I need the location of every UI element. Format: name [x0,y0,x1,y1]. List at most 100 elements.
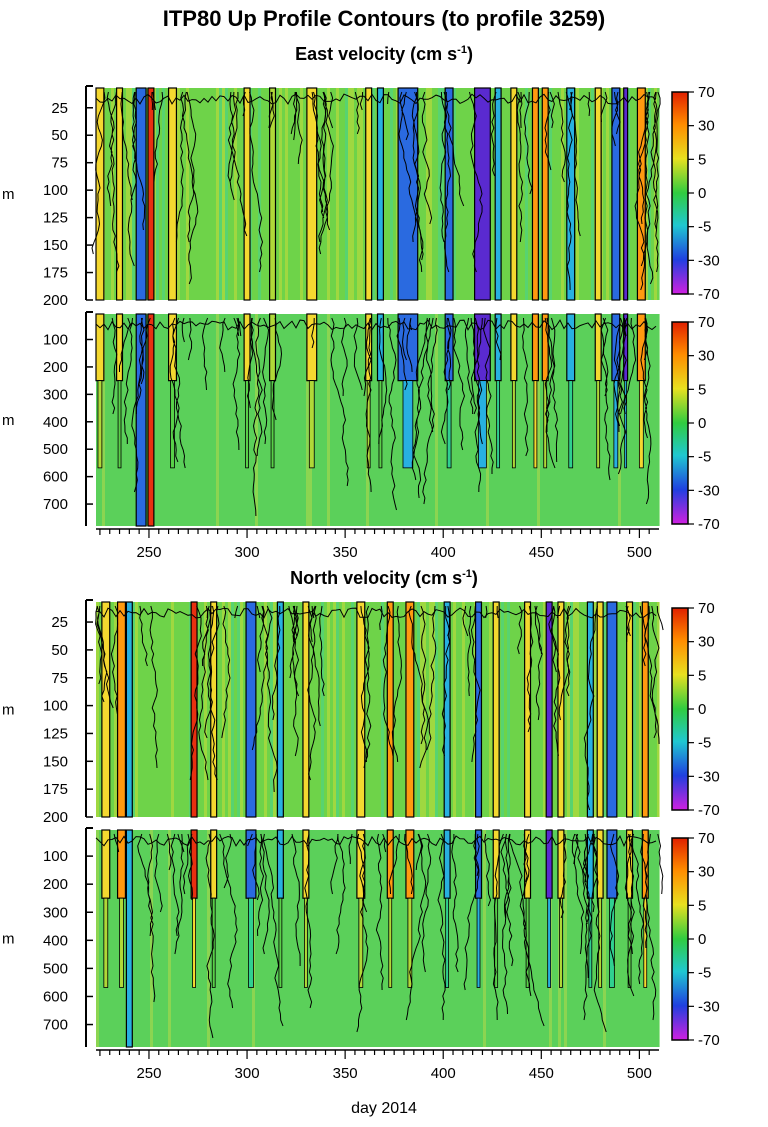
y-tick-label: 75 [51,670,68,687]
heatmap-column [492,830,495,1047]
x-tick-label: 500 [627,1065,652,1082]
heatmap-column [294,830,297,1047]
east-velocity-title: East velocity (cm s-1) [0,44,768,65]
heatmap-column [303,88,306,300]
heatmap-column [582,602,585,817]
x-tick-label: 250 [136,1065,161,1082]
heatmap-column [555,830,558,1047]
heatmap-column [585,602,588,817]
heatmap-column [330,602,333,817]
heatmap-column [381,830,384,1047]
heatmap-column [333,602,336,817]
heatmap-column [291,88,294,300]
heatmap-column [120,314,123,526]
heatmap-column [354,314,357,526]
heatmap-column [177,602,180,817]
heatmap-column [132,830,135,1047]
north-velocity-title: North velocity (cm s-1) [0,568,768,589]
heatmap-column [267,88,270,300]
heatmap-column [504,602,507,817]
heatmap-column [360,88,363,300]
heatmap-column [591,830,594,1047]
x-tick-label: 450 [529,1065,554,1082]
heatmap-column [192,314,195,526]
heatmap-column [402,602,405,817]
velocity-band [125,829,133,1048]
heatmap-column [150,602,153,817]
velocity-band-tail [278,897,283,988]
heatmap-column [279,88,282,300]
velocity-band [147,313,155,527]
heatmap-column [651,88,654,300]
velocity-band-tail [533,380,538,469]
heatmap-column [414,830,417,1047]
heatmap-column [420,88,423,300]
y-tick-label: 300 [43,904,68,921]
y-axis-label: m [2,186,15,203]
heatmap-column [381,602,384,817]
heatmap-column [648,830,651,1047]
colorbar-tick-label: 30 [698,348,715,365]
heatmap-column [339,88,342,300]
contour-lines [113,833,664,1039]
heatmap-column [201,602,204,817]
velocity-band [531,87,539,301]
heatmap-column [225,314,228,526]
heatmap-column [390,314,393,526]
heatmap-column [423,830,426,1047]
heatmap-column [501,602,504,817]
velocity-band [302,601,310,818]
heatmap-column [465,314,468,526]
heatmap-column [348,314,351,526]
velocity-band [356,601,366,818]
heatmap-column [291,602,294,817]
heatmap-column [480,830,483,1047]
heatmap-column [456,88,459,300]
heatmap-column [390,88,393,300]
velocity-band [306,87,318,301]
heatmap-column [540,88,543,300]
heatmap-column [462,602,465,817]
heatmap-column [156,88,159,300]
heatmap-column [375,88,378,300]
heatmap-column [219,602,222,817]
heatmap-column [312,830,315,1047]
velocity-band-tail [624,380,628,469]
heatmap-column [189,602,192,817]
heatmap-column [426,88,429,300]
velocity-band [611,87,621,301]
heatmap-column [204,314,207,526]
heatmap-column [561,314,564,526]
colorbar-tick-label: -5 [698,449,711,466]
heatmap-column [123,88,126,300]
heatmap-column [459,602,462,817]
heatmap-column [156,830,159,1047]
north-title-text: North velocity (cm s [290,568,463,588]
heatmap-column [336,830,339,1047]
heatmap-column [630,314,633,526]
heatmap-column [501,314,504,526]
heatmap-column [384,602,387,817]
velocity-band-tail [388,897,393,988]
colorbar-tick-label: -30 [698,482,720,499]
heatmap-column [504,88,507,300]
heatmap-column [429,88,432,300]
heatmap-column [384,88,387,300]
heatmap-column [165,314,168,526]
heatmap-column [474,314,477,526]
velocity-band [443,601,451,818]
heatmap-column [522,830,525,1047]
heatmap-column [417,830,420,1047]
heatmap-column [186,830,189,1047]
velocity-band [376,87,384,301]
heatmap-column [240,602,243,817]
heatmap-column [153,830,156,1047]
heatmap-column [333,88,336,300]
heatmap-column [144,602,147,817]
y-tick-label: 700 [43,1017,68,1034]
heatmap-column [375,602,378,817]
heatmap-column [540,314,543,526]
heatmap-column [492,314,495,526]
y-axis-label: m [2,931,15,948]
